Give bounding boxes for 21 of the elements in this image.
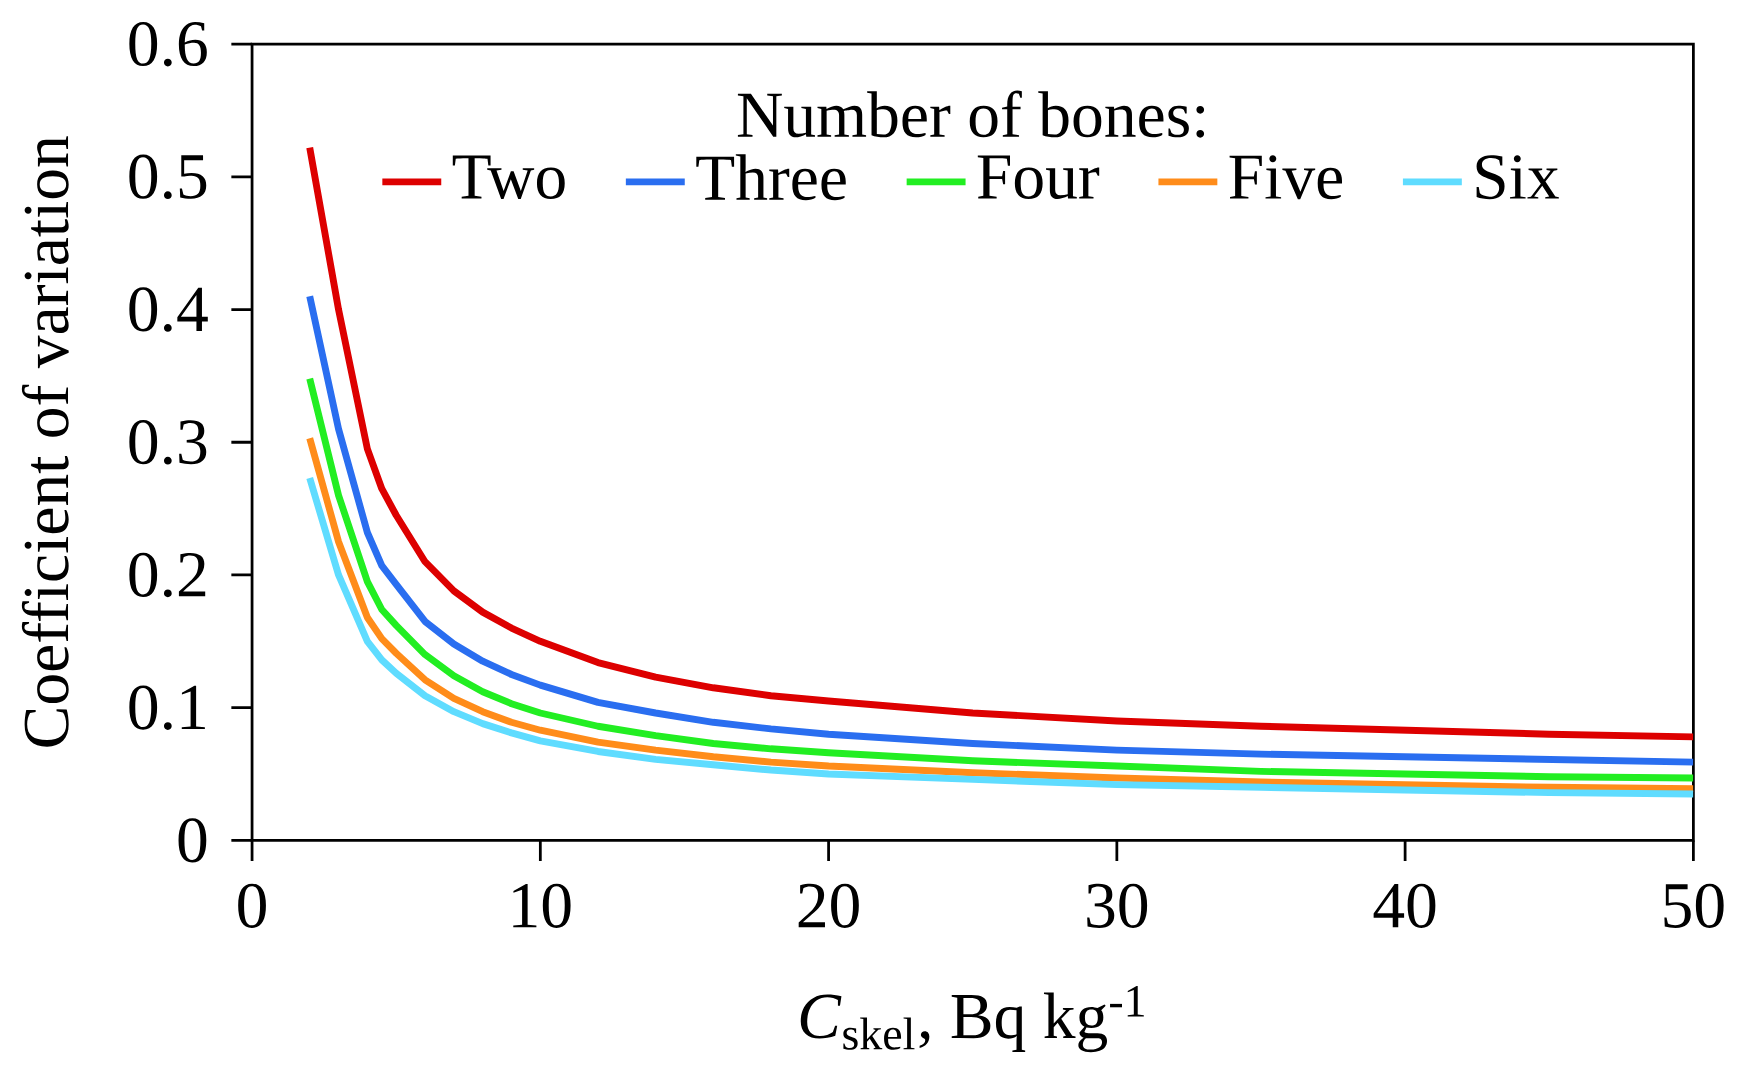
y-tick-label: 0 bbox=[178, 818, 207, 863]
legend-label: Two bbox=[452, 155, 565, 200]
y-tick-label: 0.3 bbox=[129, 420, 207, 465]
x-tick-label: 50 bbox=[1664, 883, 1724, 928]
x-tick-label: 10 bbox=[513, 883, 571, 928]
legend-title: Number of bones: bbox=[737, 90, 1205, 138]
y-tick-label: 0.4 bbox=[129, 287, 208, 332]
y-tick-label: 0.5 bbox=[129, 154, 207, 200]
y-tick-label: 0.1 bbox=[129, 685, 205, 730]
y-tick-label: 0.6 bbox=[129, 21, 207, 67]
legend-label: Three bbox=[696, 154, 846, 201]
legend-label: Five bbox=[1229, 155, 1343, 200]
x-tick-label: 40 bbox=[1373, 883, 1436, 928]
x-tick-label: 30 bbox=[1087, 883, 1148, 928]
x-tick-label: 0 bbox=[238, 883, 266, 928]
legend-label: Four bbox=[977, 155, 1100, 200]
legend-label: Six bbox=[1476, 155, 1559, 200]
y-axis-title: Coefficient of variation bbox=[21, 136, 69, 747]
x-tick-label: 20 bbox=[798, 883, 859, 928]
x-axis-title: C$_{skel}$, Bq kg$^{-1}$ bbox=[800, 986, 1144, 1053]
y-tick-label: 0.2 bbox=[129, 552, 206, 598]
